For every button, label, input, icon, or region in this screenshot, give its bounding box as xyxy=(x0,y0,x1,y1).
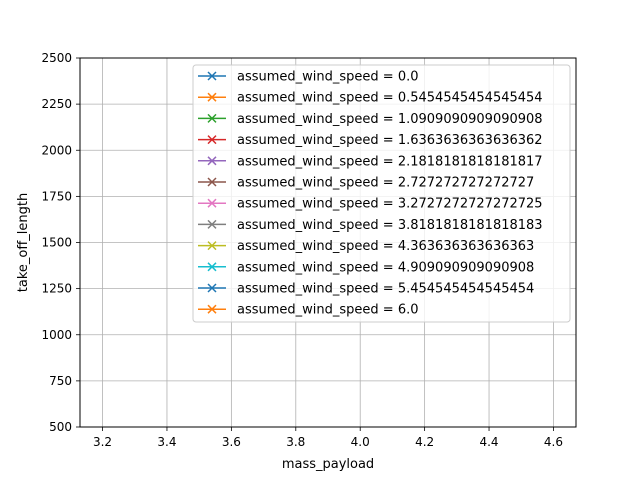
legend-entry: assumed_wind_speed = 4.363636363636363 xyxy=(198,239,534,254)
legend-marker-x-icon xyxy=(207,71,217,81)
legend-marker-x-icon xyxy=(207,113,217,123)
legend-entry: assumed_wind_speed = 0.5454545454545454 xyxy=(198,91,543,106)
legend-box xyxy=(192,64,571,323)
y-tick-label: 1750 xyxy=(41,189,72,203)
legend-marker-x-icon xyxy=(207,156,217,166)
y-tick-label: 2500 xyxy=(41,51,72,65)
x-tick-label: 3.4 xyxy=(157,435,176,449)
legend-entry: assumed_wind_speed = 4.909090909090908 xyxy=(198,260,534,275)
legend: assumed_wind_speed = 0.0 assumed_wind_spe… xyxy=(192,64,571,323)
x-tick-label: 3.6 xyxy=(222,435,241,449)
legend-marker-x-icon xyxy=(207,135,217,145)
legend-marker-x-icon xyxy=(207,219,217,229)
y-axis-label: take_off_length xyxy=(16,193,31,292)
legend-label: assumed_wind_speed = 3.2727272727272725 xyxy=(237,197,543,212)
legend-label: assumed_wind_speed = 2.727272727272727 xyxy=(237,176,534,191)
legend-marker-x-icon xyxy=(207,198,217,208)
legend-label: assumed_wind_speed = 6.0 xyxy=(237,303,419,318)
legend-entry: assumed_wind_speed = 1.6363636363636362 xyxy=(198,133,543,148)
legend-label: assumed_wind_speed = 1.6363636363636362 xyxy=(237,133,543,148)
legend-label: assumed_wind_speed = 4.363636363636363 xyxy=(237,239,534,254)
legend-entry: assumed_wind_speed = 5.454545454545454 xyxy=(198,282,534,297)
x-tick-label: 4.2 xyxy=(415,435,434,449)
legend-label: assumed_wind_speed = 0.0 xyxy=(237,70,419,85)
y-tick-label: 1500 xyxy=(41,236,72,250)
legend-marker-x-icon xyxy=(207,304,217,314)
x-tick-label: 4.4 xyxy=(479,435,498,449)
x-tick-label: 3.8 xyxy=(286,435,305,449)
legend-label: assumed_wind_speed = 1.0909090909090908 xyxy=(237,112,543,127)
legend-entry: assumed_wind_speed = 2.1818181818181817 xyxy=(198,154,543,169)
x-axis: 3.2 3.4 3.6 3.8 4.0 4.2 4.4 4.6 xyxy=(93,427,563,449)
legend-label: assumed_wind_speed = 3.8181818181818183 xyxy=(237,218,543,233)
legend-label: assumed_wind_speed = 5.454545454545454 xyxy=(237,282,534,297)
legend-marker-x-icon xyxy=(207,92,217,102)
legend-label: assumed_wind_speed = 2.1818181818181817 xyxy=(237,154,543,169)
legend-marker-x-icon xyxy=(207,241,217,251)
legend-entry: assumed_wind_speed = 1.0909090909090908 xyxy=(198,112,543,127)
legend-entry: assumed_wind_speed = 3.8181818181818183 xyxy=(198,218,543,233)
y-axis: 500 750 1000 1250 1500 1750 2000 2250 2500 xyxy=(41,51,80,434)
legend-label: assumed_wind_speed = 0.5454545454545454 xyxy=(237,91,543,106)
x-tick-label: 3.2 xyxy=(93,435,112,449)
y-tick-label: 1000 xyxy=(41,328,72,342)
legend-label: assumed_wind_speed = 4.909090909090908 xyxy=(237,260,534,275)
legend-entry: assumed_wind_speed = 6.0 xyxy=(198,303,419,318)
y-tick-label: 500 xyxy=(49,420,72,434)
y-tick-label: 1250 xyxy=(41,282,72,296)
y-tick-label: 2250 xyxy=(41,97,72,111)
legend-entry: assumed_wind_speed = 3.2727272727272725 xyxy=(198,197,543,212)
legend-marker-x-icon xyxy=(207,177,217,187)
y-tick-label: 2000 xyxy=(41,143,72,157)
legend-entry: assumed_wind_speed = 2.727272727272727 xyxy=(198,176,534,191)
legend-marker-x-icon xyxy=(207,262,217,272)
legend-marker-x-icon xyxy=(207,283,217,293)
legend-entry: assumed_wind_speed = 0.0 xyxy=(198,70,419,85)
x-tick-label: 4.6 xyxy=(544,435,563,449)
x-axis-label: mass_payload xyxy=(282,457,374,472)
x-tick-label: 4.0 xyxy=(351,435,370,449)
y-tick-label: 750 xyxy=(49,374,72,388)
